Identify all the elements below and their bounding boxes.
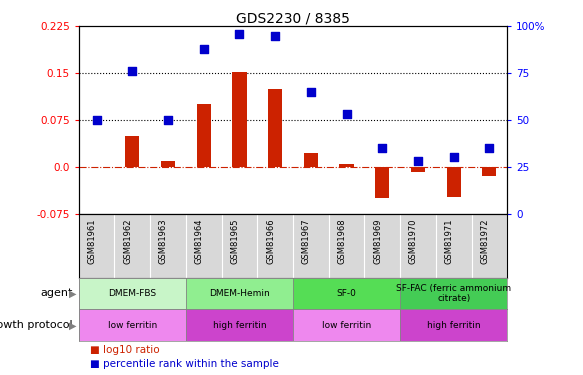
Point bbox=[199, 46, 208, 52]
Bar bbox=[447, 167, 461, 197]
Bar bbox=[232, 72, 247, 167]
Text: high ferritin: high ferritin bbox=[427, 321, 480, 330]
Bar bbox=[186, 278, 293, 309]
Text: GSM81962: GSM81962 bbox=[123, 219, 132, 264]
Text: ■ percentile rank within the sample: ■ percentile rank within the sample bbox=[90, 359, 279, 369]
Text: DMEM-Hemin: DMEM-Hemin bbox=[209, 289, 270, 298]
Text: GSM81964: GSM81964 bbox=[195, 219, 203, 264]
Bar bbox=[293, 309, 400, 341]
Bar bbox=[161, 160, 175, 167]
Text: GSM81963: GSM81963 bbox=[159, 219, 168, 264]
Bar bbox=[196, 104, 211, 167]
Text: GSM81971: GSM81971 bbox=[445, 219, 454, 264]
Text: ▶: ▶ bbox=[69, 320, 77, 330]
Text: growth protocol: growth protocol bbox=[0, 320, 73, 330]
Text: GSM81961: GSM81961 bbox=[87, 219, 97, 264]
Point bbox=[449, 154, 458, 160]
Text: GSM81970: GSM81970 bbox=[409, 219, 418, 264]
Bar bbox=[482, 167, 497, 176]
Text: GSM81972: GSM81972 bbox=[480, 219, 489, 264]
Point bbox=[342, 111, 351, 117]
Text: GSM81968: GSM81968 bbox=[338, 219, 346, 264]
Text: ▶: ▶ bbox=[69, 288, 77, 298]
Text: GSM81966: GSM81966 bbox=[266, 219, 275, 264]
Bar bbox=[400, 278, 507, 309]
Bar bbox=[125, 136, 139, 167]
Text: SF-FAC (ferric ammonium
citrate): SF-FAC (ferric ammonium citrate) bbox=[396, 284, 511, 303]
Bar bbox=[339, 164, 354, 167]
Text: SF-0: SF-0 bbox=[336, 289, 356, 298]
Bar bbox=[268, 89, 282, 167]
Point bbox=[271, 33, 280, 39]
Point bbox=[92, 117, 101, 123]
Bar bbox=[186, 309, 293, 341]
Title: GDS2230 / 8385: GDS2230 / 8385 bbox=[236, 11, 350, 25]
Point bbox=[128, 68, 137, 74]
Text: low ferritin: low ferritin bbox=[108, 321, 157, 330]
Bar bbox=[304, 153, 318, 167]
Point bbox=[484, 145, 494, 151]
Text: DMEM-FBS: DMEM-FBS bbox=[108, 289, 156, 298]
Text: low ferritin: low ferritin bbox=[322, 321, 371, 330]
Point bbox=[306, 89, 315, 95]
Text: GSM81967: GSM81967 bbox=[302, 219, 311, 264]
Bar bbox=[375, 167, 389, 198]
Point bbox=[413, 158, 423, 164]
Bar bbox=[400, 309, 507, 341]
Text: ■ log10 ratio: ■ log10 ratio bbox=[90, 345, 160, 355]
Bar bbox=[79, 309, 186, 341]
Bar bbox=[79, 278, 186, 309]
Text: agent: agent bbox=[40, 288, 73, 298]
Point bbox=[163, 117, 173, 123]
Text: GSM81965: GSM81965 bbox=[230, 219, 240, 264]
Bar bbox=[293, 278, 400, 309]
Point bbox=[235, 31, 244, 37]
Bar bbox=[411, 167, 425, 172]
Point bbox=[378, 145, 387, 151]
Text: GSM81969: GSM81969 bbox=[373, 219, 382, 264]
Text: high ferritin: high ferritin bbox=[213, 321, 266, 330]
